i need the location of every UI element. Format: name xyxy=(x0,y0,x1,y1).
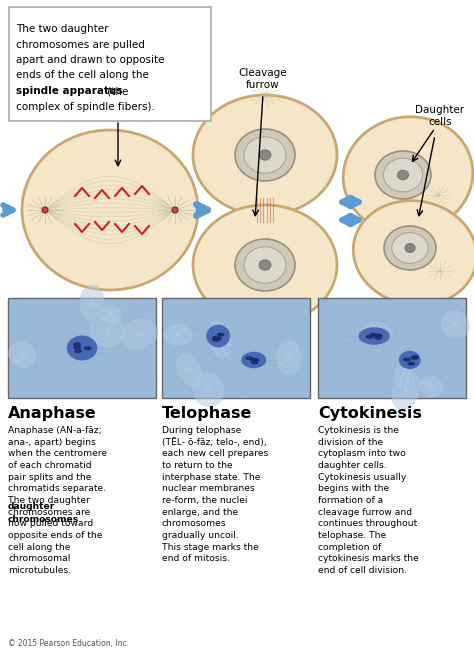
Ellipse shape xyxy=(214,336,222,341)
Ellipse shape xyxy=(384,226,436,270)
Ellipse shape xyxy=(259,150,271,160)
Ellipse shape xyxy=(252,358,259,362)
Text: complex of spindle fibers).: complex of spindle fibers). xyxy=(16,101,155,111)
Ellipse shape xyxy=(193,205,337,325)
FancyBboxPatch shape xyxy=(8,298,156,398)
Ellipse shape xyxy=(22,130,198,290)
Ellipse shape xyxy=(8,341,37,368)
Ellipse shape xyxy=(163,324,194,346)
Ellipse shape xyxy=(383,158,423,191)
Ellipse shape xyxy=(79,285,104,321)
Ellipse shape xyxy=(369,333,377,337)
Ellipse shape xyxy=(411,355,419,359)
Ellipse shape xyxy=(217,333,225,337)
Ellipse shape xyxy=(206,324,230,347)
Ellipse shape xyxy=(407,362,415,366)
Ellipse shape xyxy=(244,137,286,173)
Ellipse shape xyxy=(89,315,127,348)
FancyBboxPatch shape xyxy=(162,298,310,398)
Text: Cleavage
furrow: Cleavage furrow xyxy=(239,68,287,90)
Ellipse shape xyxy=(235,129,295,181)
Text: Anaphase (AN-a-fāz;
ana-, apart) begins
when the centromere
of each chromatid
pa: Anaphase (AN-a-fāz; ana-, apart) begins … xyxy=(8,426,107,575)
Ellipse shape xyxy=(419,375,444,397)
Ellipse shape xyxy=(403,357,411,362)
Ellipse shape xyxy=(353,201,474,305)
Ellipse shape xyxy=(397,170,409,180)
Text: apart and drawn to opposite: apart and drawn to opposite xyxy=(16,55,164,65)
Ellipse shape xyxy=(212,338,220,342)
Ellipse shape xyxy=(83,346,91,350)
Text: © 2015 Pearson Education, Inc.: © 2015 Pearson Education, Inc. xyxy=(8,639,129,648)
Ellipse shape xyxy=(212,336,220,340)
Ellipse shape xyxy=(172,207,178,213)
Ellipse shape xyxy=(241,352,266,368)
Ellipse shape xyxy=(73,345,81,349)
Text: chromosomes are pulled: chromosomes are pulled xyxy=(16,39,145,49)
Ellipse shape xyxy=(176,353,203,388)
Ellipse shape xyxy=(343,116,473,233)
Ellipse shape xyxy=(365,335,374,339)
Text: Cytokinesis: Cytokinesis xyxy=(318,406,422,421)
Ellipse shape xyxy=(235,239,295,291)
Ellipse shape xyxy=(359,327,390,345)
Ellipse shape xyxy=(73,342,81,346)
Text: daughter: daughter xyxy=(8,502,55,511)
Ellipse shape xyxy=(275,340,302,376)
Ellipse shape xyxy=(405,243,415,253)
Ellipse shape xyxy=(251,361,259,365)
Ellipse shape xyxy=(250,358,258,362)
Ellipse shape xyxy=(244,247,286,283)
Ellipse shape xyxy=(74,349,82,353)
Ellipse shape xyxy=(67,336,97,361)
Ellipse shape xyxy=(391,370,421,409)
FancyBboxPatch shape xyxy=(318,298,466,398)
Ellipse shape xyxy=(98,304,122,324)
Text: spindle apparatus: spindle apparatus xyxy=(16,86,122,96)
Ellipse shape xyxy=(411,356,419,360)
Ellipse shape xyxy=(192,372,225,407)
Text: During telophase
(TĒL- ŏ-fāz; telo-, end),
each new cell prepares
to return to t: During telophase (TĒL- ŏ-fāz; telo-, end… xyxy=(162,426,268,563)
Text: Cytokinesis is the
division of the
cytoplasm into two
daughter cells.
Cytokinesi: Cytokinesis is the division of the cytop… xyxy=(318,426,419,575)
FancyBboxPatch shape xyxy=(9,7,211,121)
Ellipse shape xyxy=(392,232,428,263)
Ellipse shape xyxy=(441,309,469,340)
Ellipse shape xyxy=(375,151,431,199)
Text: Anaphase: Anaphase xyxy=(8,406,97,421)
Ellipse shape xyxy=(374,334,383,338)
Ellipse shape xyxy=(207,319,232,360)
Text: ends of the cell along the: ends of the cell along the xyxy=(16,70,149,80)
Ellipse shape xyxy=(393,355,416,388)
Ellipse shape xyxy=(120,318,158,351)
Text: Telophase: Telophase xyxy=(162,406,252,421)
Ellipse shape xyxy=(245,356,253,360)
Ellipse shape xyxy=(359,322,394,343)
Text: Daughter
cells: Daughter cells xyxy=(415,105,465,128)
Ellipse shape xyxy=(193,95,337,215)
Text: chromosomes: chromosomes xyxy=(8,515,79,524)
Ellipse shape xyxy=(259,260,271,270)
Ellipse shape xyxy=(42,207,48,213)
Text: The two daughter: The two daughter xyxy=(16,24,109,34)
Ellipse shape xyxy=(374,336,382,340)
Ellipse shape xyxy=(399,351,420,369)
Text: (the: (the xyxy=(104,86,128,96)
